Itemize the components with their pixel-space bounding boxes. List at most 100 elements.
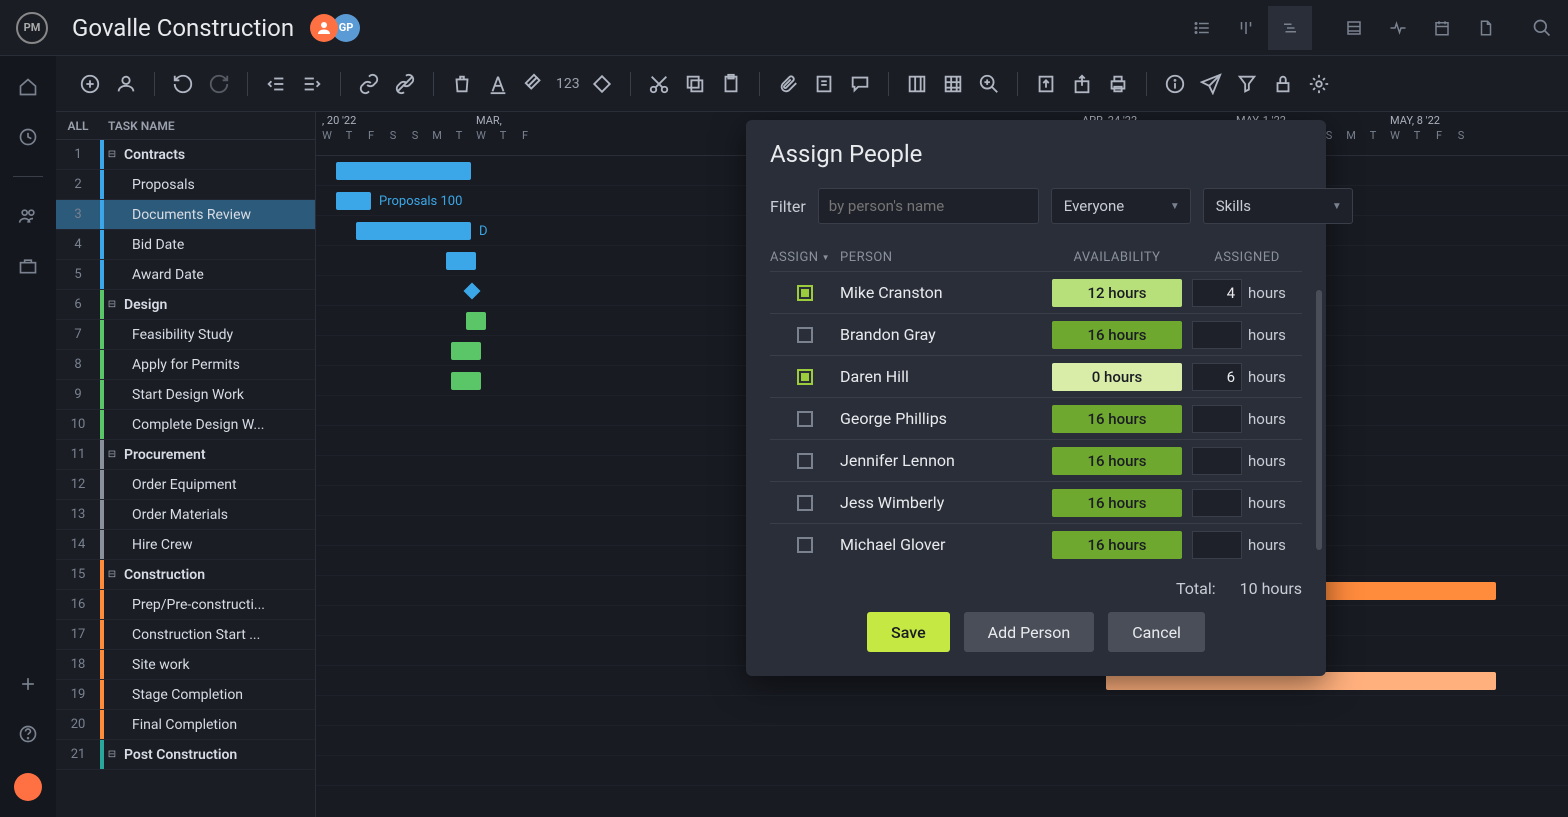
link-icon[interactable] <box>355 70 383 98</box>
person-availability-cell: 16 hours <box>1042 321 1192 349</box>
comment-icon[interactable] <box>846 70 874 98</box>
task-row[interactable]: 3Documents Review <box>56 200 315 230</box>
outdent-icon[interactable] <box>262 70 290 98</box>
person-name: Daren Hill <box>840 367 1042 386</box>
task-name: Apply for Permits <box>104 357 315 373</box>
cut-icon[interactable] <box>645 70 673 98</box>
assigned-hours-input[interactable] <box>1192 447 1242 475</box>
zoom-icon[interactable] <box>975 70 1003 98</box>
assign-checkbox[interactable] <box>797 411 813 427</box>
tag-icon[interactable] <box>520 70 548 98</box>
app-logo[interactable]: PM <box>16 12 48 44</box>
settings-icon[interactable] <box>1305 70 1333 98</box>
gantt-view-icon[interactable] <box>1268 6 1312 50</box>
collapse-icon[interactable]: ⊟ <box>104 299 120 310</box>
collapse-icon[interactable]: ⊟ <box>104 149 120 160</box>
task-row[interactable]: 12Order Equipment <box>56 470 315 500</box>
add-icon[interactable] <box>17 673 39 695</box>
delete-icon[interactable] <box>448 70 476 98</box>
availability-pill: 16 hours <box>1052 321 1182 349</box>
unlink-icon[interactable] <box>391 70 419 98</box>
export-icon[interactable] <box>1032 70 1060 98</box>
add-person-button[interactable]: Add Person <box>964 612 1095 652</box>
task-row[interactable]: 14Hire Crew <box>56 530 315 560</box>
board-view-icon[interactable] <box>1224 6 1268 50</box>
task-row[interactable]: 5Award Date <box>56 260 315 290</box>
col-assign[interactable]: ASSIGN <box>770 250 840 265</box>
task-row[interactable]: 19Stage Completion <box>56 680 315 710</box>
task-row[interactable]: 11⊟Procurement <box>56 440 315 470</box>
task-header-all[interactable]: ALL <box>56 119 100 133</box>
task-row[interactable]: 15⊟Construction <box>56 560 315 590</box>
assigned-hours-input[interactable] <box>1192 405 1242 433</box>
assign-checkbox[interactable] <box>797 453 813 469</box>
print-icon[interactable] <box>1104 70 1132 98</box>
assigned-hours-input[interactable] <box>1192 363 1242 391</box>
columns-icon[interactable] <box>903 70 931 98</box>
text-style-icon[interactable] <box>484 70 512 98</box>
help-icon[interactable] <box>17 723 39 745</box>
assign-checkbox[interactable] <box>797 369 813 385</box>
sheet-view-icon[interactable] <box>1332 6 1376 50</box>
milestone-icon[interactable] <box>588 70 616 98</box>
undo-icon[interactable] <box>169 70 197 98</box>
filter-skills-select[interactable]: Skills <box>1203 188 1353 224</box>
attach-icon[interactable] <box>774 70 802 98</box>
task-row[interactable]: 21⊟Post Construction <box>56 740 315 770</box>
info-icon[interactable] <box>1161 70 1189 98</box>
task-row[interactable]: 1⊟Contracts <box>56 140 315 170</box>
assign-checkbox[interactable] <box>797 327 813 343</box>
cancel-button[interactable]: Cancel <box>1108 612 1205 652</box>
filter-scope-select[interactable]: Everyone <box>1051 188 1191 224</box>
list-view-icon[interactable] <box>1180 6 1224 50</box>
task-row[interactable]: 17Construction Start ... <box>56 620 315 650</box>
assign-icon[interactable] <box>112 70 140 98</box>
indent-icon[interactable] <box>298 70 326 98</box>
task-row[interactable]: 10Complete Design W... <box>56 410 315 440</box>
task-row[interactable]: 8Apply for Permits <box>56 350 315 380</box>
user-avatar-1[interactable] <box>310 14 338 42</box>
assign-checkbox[interactable] <box>797 537 813 553</box>
add-task-icon[interactable] <box>76 70 104 98</box>
assigned-hours-input[interactable] <box>1192 321 1242 349</box>
assign-checkbox[interactable] <box>797 495 813 511</box>
save-button[interactable]: Save <box>867 612 950 652</box>
filter-icon[interactable] <box>1233 70 1261 98</box>
task-row[interactable]: 13Order Materials <box>56 500 315 530</box>
note-icon[interactable] <box>810 70 838 98</box>
filter-name-input[interactable] <box>818 188 1039 224</box>
assign-checkbox[interactable] <box>797 285 813 301</box>
task-row[interactable]: 18Site work <box>56 650 315 680</box>
collapse-icon[interactable]: ⊟ <box>104 449 120 460</box>
activity-view-icon[interactable] <box>1376 6 1420 50</box>
dialog-scrollbar[interactable] <box>1316 290 1322 550</box>
briefcase-icon[interactable] <box>17 255 39 277</box>
assigned-hours-input[interactable] <box>1192 279 1242 307</box>
current-user-avatar[interactable] <box>14 773 42 801</box>
calendar-view-icon[interactable] <box>1420 6 1464 50</box>
task-row[interactable]: 6⊟Design <box>56 290 315 320</box>
task-row[interactable]: 2Proposals <box>56 170 315 200</box>
task-row[interactable]: 20Final Completion <box>56 710 315 740</box>
task-row[interactable]: 4Bid Date <box>56 230 315 260</box>
collapse-icon[interactable]: ⊟ <box>104 749 120 760</box>
recent-icon[interactable] <box>17 126 39 148</box>
paste-icon[interactable] <box>717 70 745 98</box>
assigned-hours-input[interactable] <box>1192 489 1242 517</box>
task-row[interactable]: 16Prep/Pre-constructi... <box>56 590 315 620</box>
search-icon[interactable] <box>1532 18 1552 38</box>
task-name: Start Design Work <box>104 387 315 403</box>
copy-icon[interactable] <box>681 70 709 98</box>
task-row[interactable]: 7Feasibility Study <box>56 320 315 350</box>
lock-icon[interactable] <box>1269 70 1297 98</box>
redo-icon[interactable] <box>205 70 233 98</box>
team-icon[interactable] <box>17 205 39 227</box>
send-icon[interactable] <box>1197 70 1225 98</box>
assigned-hours-input[interactable] <box>1192 531 1242 559</box>
file-view-icon[interactable] <box>1464 6 1508 50</box>
grid-icon[interactable] <box>939 70 967 98</box>
share-icon[interactable] <box>1068 70 1096 98</box>
task-row[interactable]: 9Start Design Work <box>56 380 315 410</box>
home-icon[interactable] <box>17 76 39 98</box>
collapse-icon[interactable]: ⊟ <box>104 569 120 580</box>
